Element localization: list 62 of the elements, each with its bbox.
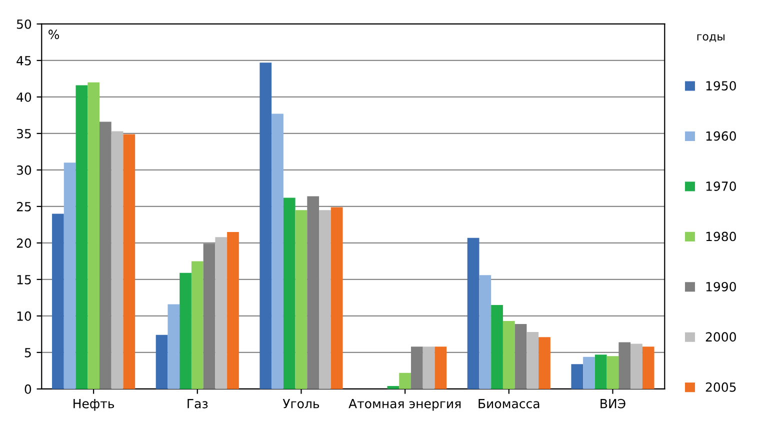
bar — [630, 344, 642, 389]
y-tick-label: 50 — [16, 19, 32, 29]
x-tick-label: Газ — [188, 399, 208, 408]
y-tick-label: 45 — [16, 56, 31, 66]
legend-title: годы — [697, 34, 724, 42]
bar — [227, 232, 239, 389]
y-axis-title: % — [48, 30, 60, 40]
x-tick-label: Нефть — [74, 399, 114, 411]
bar — [180, 272, 192, 389]
bar — [64, 162, 76, 389]
y-tick-label: 5 — [24, 348, 31, 358]
bar — [387, 386, 400, 389]
y-tick-label: 30 — [16, 165, 32, 175]
bar — [502, 321, 515, 389]
bar — [295, 210, 308, 389]
legend-label: 1950 — [706, 81, 736, 91]
bar — [526, 332, 539, 389]
legend-label: 1980 — [706, 232, 736, 242]
bar — [260, 62, 272, 389]
bar — [123, 134, 136, 389]
bar — [215, 237, 228, 389]
legend-label: 1960 — [706, 131, 736, 141]
legend-label: 2005 — [706, 382, 736, 392]
bar — [514, 324, 527, 389]
bar — [88, 82, 100, 389]
bar — [156, 334, 168, 389]
bar — [319, 210, 331, 389]
bar — [399, 372, 411, 389]
x-tick-label: ВИЭ — [600, 398, 626, 408]
bar — [422, 346, 435, 389]
legend-label: 2000 — [706, 332, 736, 342]
legend-label: 1970 — [706, 182, 736, 191]
y-tick-label: 10 — [17, 311, 32, 321]
y-tick-label: 15 — [17, 275, 31, 284]
x-tick-label: Уголь — [282, 399, 320, 408]
bar — [168, 304, 180, 389]
bar — [538, 337, 550, 389]
bar — [642, 346, 654, 389]
legend-label: 1990 — [706, 282, 736, 292]
bar — [594, 354, 607, 389]
y-tick-label: 25 — [16, 202, 31, 212]
y-tick-label: 35 — [16, 128, 31, 138]
bar — [330, 207, 343, 389]
x-tick-label: Биомасса — [478, 399, 540, 408]
bar — [52, 214, 64, 389]
bar — [434, 346, 447, 389]
bar — [272, 114, 284, 389]
bar — [571, 364, 584, 389]
x-tick-label: Атомная энергия — [348, 399, 461, 411]
bar — [283, 198, 296, 389]
bar — [191, 261, 204, 389]
bar — [479, 275, 492, 389]
y-tick-label: 40 — [16, 92, 32, 102]
bar — [467, 238, 480, 389]
bar — [76, 85, 88, 389]
bar — [111, 131, 124, 389]
bar — [606, 356, 619, 389]
bar — [491, 305, 503, 389]
bar — [583, 356, 595, 389]
bar — [99, 122, 112, 389]
y-tick-label: 0 — [24, 384, 32, 394]
y-tick-label: 20 — [16, 238, 32, 248]
